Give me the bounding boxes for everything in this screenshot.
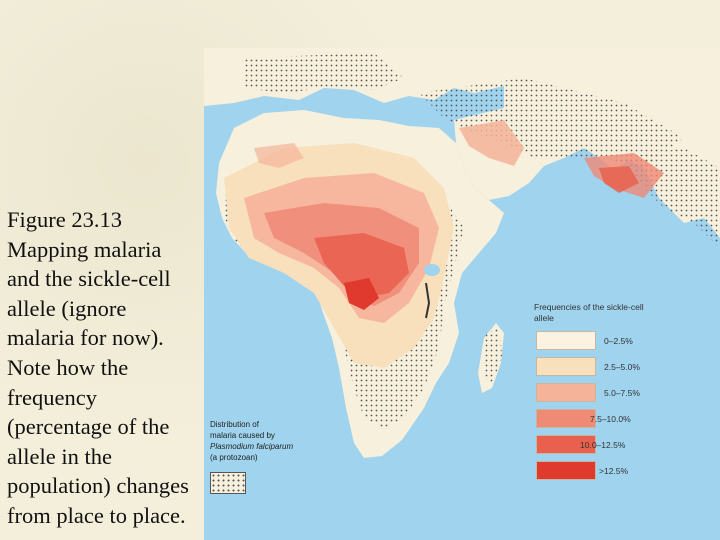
legend-swatch-4 [536, 435, 596, 454]
caption-line: and the sickle-cell [7, 266, 171, 292]
legend-label-4: 10.0–12.5% [580, 440, 626, 450]
caption-line: population) changes [7, 473, 189, 499]
legend-label-5: >12.5% [599, 466, 629, 476]
lake-victoria [424, 264, 440, 276]
malaria-legend-line: malaria caused by [210, 431, 275, 440]
legend-swatch-5 [536, 461, 596, 480]
caption-line: Note how the [7, 354, 129, 380]
malaria-legend-line: (a protozoan) [210, 453, 258, 462]
legend-label-0: 0–2.5% [604, 336, 633, 346]
legend-label-2: 5.0–7.5% [604, 388, 640, 398]
legend-swatch-2 [536, 383, 596, 402]
caption-line: frequency [7, 384, 97, 410]
legend-title: Frequencies of the sickle-cell allele [534, 302, 644, 323]
malaria-legend-swatch [210, 472, 246, 494]
africa-map [204, 48, 720, 540]
map-panel: Frequencies of the sickle-cell allele 0–… [204, 48, 720, 540]
malaria-legend-text: Distribution of malaria caused by Plasmo… [210, 419, 340, 463]
caption-line: Figure 23.13 [7, 207, 122, 232]
figure-caption: Figure 23.13 Mapping malaria and the sic… [7, 205, 207, 531]
legend-label-1: 2.5–5.0% [604, 362, 640, 372]
caption-line: allele in the [7, 443, 112, 469]
malaria-legend-line: Distribution of [210, 420, 259, 429]
caption-line: Mapping malaria [7, 236, 162, 262]
legend-swatch-1 [536, 357, 596, 376]
caption-line: malaria for now). [7, 325, 164, 351]
legend-label-3: 7.5–10.0% [590, 414, 631, 424]
sickle-cell-frequency-zones [224, 120, 664, 368]
caption-line: allele (ignore [7, 295, 127, 321]
malaria-legend-line: Plasmodium falciparum [210, 442, 294, 451]
caption-line: (percentage of the [7, 414, 170, 440]
lake-tanganyika [425, 282, 431, 319]
caption-line: from place to place. [7, 502, 186, 528]
legend-swatch-3 [536, 409, 596, 428]
legend-swatch-0 [536, 331, 596, 350]
